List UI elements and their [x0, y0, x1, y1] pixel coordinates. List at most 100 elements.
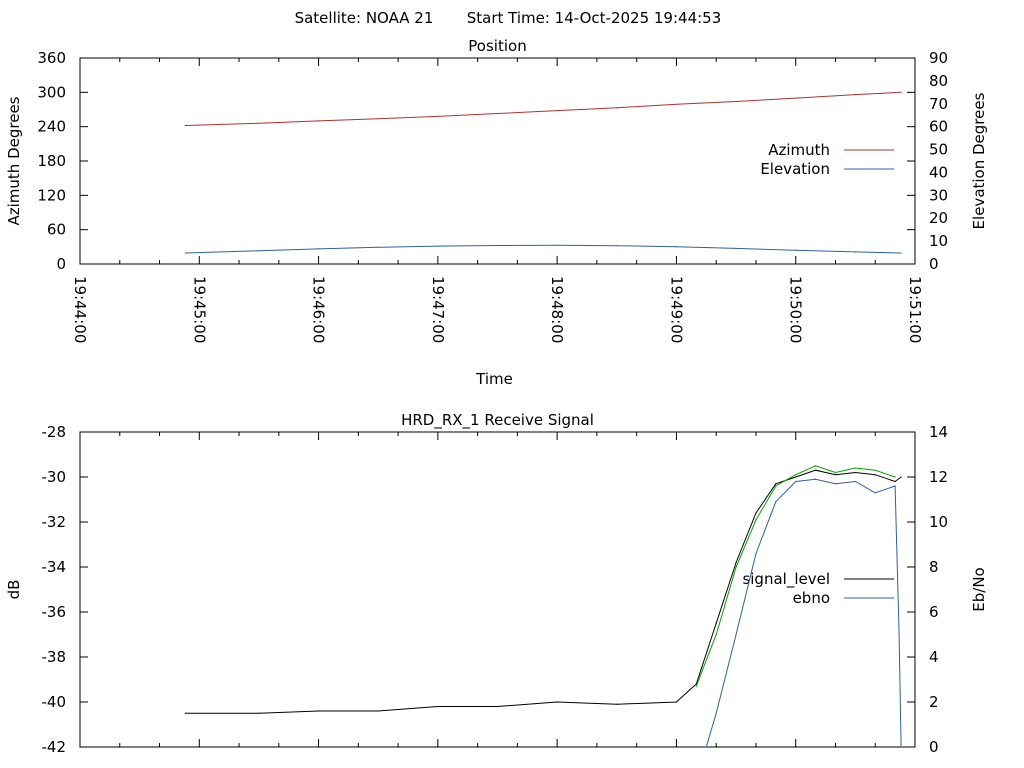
data-point — [437, 245, 439, 247]
data-point — [695, 685, 697, 687]
y2-tick-label: 60 — [929, 118, 948, 136]
data-point — [616, 703, 618, 705]
y-tick-label: -36 — [42, 603, 67, 621]
y2-tick-label: 12 — [929, 468, 948, 486]
y2-tick-label: 0 — [929, 255, 939, 273]
data-point — [898, 633, 900, 636]
y-tick-label: 120 — [37, 186, 66, 204]
y2-tick-label: 14 — [929, 423, 948, 441]
data-point — [775, 501, 777, 503]
y2-tick-label: 30 — [929, 186, 948, 204]
Azimuth-series-line — [185, 91, 902, 126]
data-point — [675, 103, 678, 105]
data-point — [900, 91, 902, 93]
data-point — [556, 701, 558, 703]
data-point — [834, 471, 837, 474]
y2-tick-label: 70 — [929, 95, 948, 113]
data-point — [854, 94, 856, 96]
y2-tick-label: 4 — [929, 648, 939, 666]
y-tick-label: 60 — [47, 221, 66, 239]
data-point — [795, 476, 797, 478]
x-tick-label: 19:47:00 — [429, 276, 447, 343]
data-point — [377, 246, 379, 248]
y-tick-label: -42 — [42, 738, 67, 756]
y-axis-label: dB — [5, 580, 23, 600]
y-tick-label: -28 — [42, 423, 67, 441]
data-point — [894, 480, 896, 483]
data-point — [814, 478, 817, 480]
data-point — [715, 622, 717, 624]
chart-title: Position — [468, 37, 526, 55]
x-axis-label: Time — [475, 370, 513, 388]
data-point — [854, 480, 856, 483]
data-point — [556, 110, 558, 112]
receive-signal-chart: HRD_RX_1 Receive Signal -42 -40 -38 -36 -34 -3… — [5, 411, 988, 756]
y2-tick-label: 2 — [929, 693, 939, 711]
legend-label: Elevation — [760, 160, 830, 178]
data-point — [874, 492, 876, 494]
y2-tick-label: 80 — [929, 72, 948, 90]
data-point — [715, 712, 717, 714]
data-point — [556, 244, 558, 246]
data-point — [258, 122, 260, 124]
data-point — [675, 246, 678, 248]
y-tick-label: 240 — [37, 118, 66, 136]
data-point — [775, 483, 777, 485]
data-point — [814, 469, 817, 471]
x-tick-label: 19:50:00 — [787, 276, 805, 343]
data-point — [755, 552, 757, 555]
data-point — [854, 467, 856, 469]
y2-tick-label: 10 — [929, 232, 948, 250]
data-point — [437, 705, 439, 708]
legend-label: Azimuth — [768, 141, 830, 159]
data-point — [616, 107, 618, 109]
x-tick-label: 19:46:00 — [310, 276, 328, 343]
y2-axis-label: Elevation Degrees — [970, 92, 988, 229]
x-tick-label: 19:48:00 — [548, 276, 566, 343]
data-point — [834, 483, 837, 485]
data-point — [900, 252, 902, 254]
data-point — [496, 244, 499, 247]
y-tick-label: -40 — [42, 693, 67, 711]
position-chart: Position 0 60 120 180 240 300 360 0 10 20 30 40 50 60 7… — [5, 37, 988, 388]
data-point — [834, 474, 837, 476]
legend-label: ebno — [793, 589, 830, 607]
x-tick-label: 19:49:00 — [667, 276, 685, 343]
y2-tick-label: 6 — [929, 603, 939, 621]
legend-label: signal_level — [742, 570, 830, 589]
data-point — [258, 250, 260, 252]
data-point — [496, 705, 499, 708]
data-point — [317, 120, 320, 122]
data-point — [874, 474, 876, 476]
y-tick-label: 300 — [37, 83, 66, 101]
data-point — [735, 561, 737, 564]
y-tick-label: -34 — [42, 558, 67, 576]
data-point — [854, 471, 856, 474]
y2-tick-label: 10 — [929, 513, 948, 531]
data-point — [854, 251, 856, 253]
data-point — [755, 512, 757, 514]
data-point — [437, 115, 439, 117]
data-point — [814, 465, 817, 467]
data-point — [874, 469, 876, 471]
x-tick-label: 19:51:00 — [906, 276, 924, 343]
data-point — [184, 712, 186, 714]
data-point — [317, 710, 320, 712]
data-point — [735, 100, 737, 103]
data-point — [735, 566, 737, 568]
y2-tick-label: 8 — [929, 558, 939, 576]
data-point — [715, 633, 717, 636]
data-point — [894, 485, 896, 487]
x-tick-label: 19:45:00 — [190, 276, 208, 343]
y-tick-label: 360 — [37, 49, 66, 67]
chart-title: HRD_RX_1 Receive Signal — [401, 411, 594, 430]
data-point — [616, 245, 618, 247]
data-point — [900, 746, 902, 748]
satellite-label: Satellite: NOAA 21 — [295, 9, 434, 27]
y2-tick-label: 90 — [929, 49, 948, 67]
data-point — [675, 701, 678, 703]
data-point — [775, 485, 777, 487]
data-point — [735, 633, 737, 636]
data-point — [795, 474, 797, 476]
data-point — [894, 476, 896, 478]
